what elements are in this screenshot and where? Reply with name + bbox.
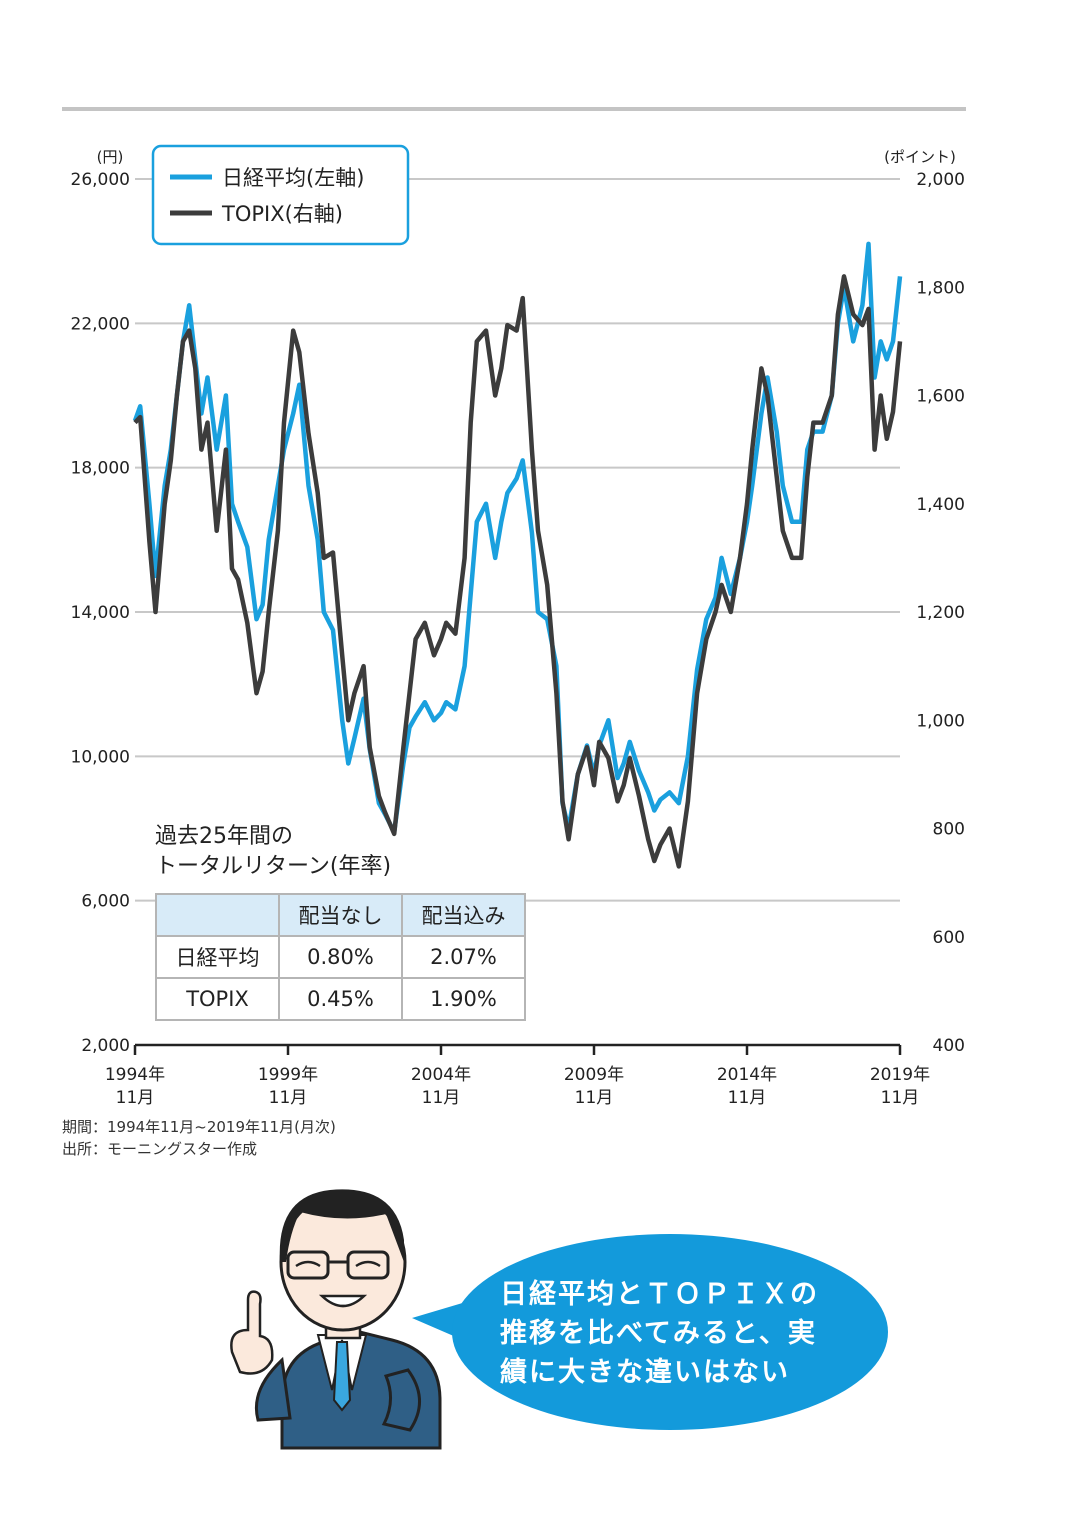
- period-note: 期間：1994年11月~2019年11月(月次): [62, 1116, 336, 1138]
- legend-box: [153, 146, 408, 244]
- right-tick-label: 1,600: [916, 387, 965, 407]
- table-header-row: 配当なし 配当込み: [156, 894, 525, 936]
- bubble-line3: 績に大きな違いはない: [500, 1353, 870, 1392]
- source-notes: 期間：1994年11月~2019年11月(月次) 出所：モーニングスター作成: [62, 1116, 336, 1160]
- table-header-with-dividend: 配当込み: [402, 894, 525, 936]
- row-label: TOPIX: [156, 978, 279, 1020]
- returns-table: 配当なし 配当込み 日経平均 0.80% 2.07% TOPIX 0.45% 1…: [155, 893, 526, 1021]
- left-tick-label: 18,000: [71, 459, 130, 479]
- row-label: 日経平均: [156, 936, 279, 978]
- left-tick-label: 22,000: [71, 314, 130, 334]
- x-axis: 1994年 11月 1999年 11月 2004年 11月 2009年 11月 2014年 11月…: [105, 1045, 930, 1108]
- legend-label-nikkei: 日経平均(左軸): [222, 166, 364, 190]
- x-tick-year: 1999年: [258, 1065, 318, 1085]
- returns-title-line2: トータルリターン(年率): [155, 852, 391, 882]
- table-header-blank: [156, 894, 279, 936]
- x-tick-month: 11月: [422, 1088, 461, 1108]
- cell-with-dividend: 1.90%: [402, 978, 525, 1020]
- left-axis-unit: (円): [97, 148, 124, 166]
- right-tick-label: 400: [933, 1036, 965, 1056]
- x-tick-month: 11月: [269, 1088, 308, 1108]
- right-tick-label: 2,000: [916, 170, 965, 190]
- left-tick-label: 10,000: [71, 747, 130, 767]
- x-tick-year: 2009年: [564, 1065, 624, 1085]
- returns-title: 過去25年間の トータルリターン(年率): [155, 822, 391, 882]
- cell-no-dividend: 0.45%: [279, 978, 402, 1020]
- x-tick-year: 2004年: [411, 1065, 471, 1085]
- table-header-no-dividend: 配当なし: [279, 894, 402, 936]
- legend: 日経平均(左軸) TOPIX(右軸): [153, 146, 408, 244]
- bubble-line2: 推移を比べてみると、実: [500, 1314, 870, 1353]
- series-lines: [135, 244, 900, 867]
- right-tick-label: 1,200: [916, 603, 965, 623]
- left-tick-label: 14,000: [71, 603, 130, 623]
- table-row: 日経平均 0.80% 2.07%: [156, 936, 525, 978]
- right-tick-label: 1,000: [916, 711, 965, 731]
- x-tick-month: 11月: [575, 1088, 614, 1108]
- x-tick-year: 2014年: [717, 1065, 777, 1085]
- x-tick-month: 11月: [881, 1088, 920, 1108]
- left-axis: 2,000 6,000 10,000 14,000 18,000 22,000 26,000: [71, 170, 130, 1056]
- right-tick-label: 800: [933, 820, 965, 840]
- cell-with-dividend: 2.07%: [402, 936, 525, 978]
- right-tick-label: 600: [933, 928, 965, 948]
- right-tick-label: 1,400: [916, 495, 965, 515]
- returns-title-line1: 過去25年間の: [155, 822, 391, 852]
- bubble-line1: 日経平均とＴＯＰＩＸの: [500, 1275, 870, 1314]
- legend-label-topix: TOPIX(右軸): [221, 202, 343, 226]
- businessman-illustration: [231, 1189, 440, 1448]
- left-tick-label: 26,000: [71, 170, 130, 190]
- origin-note: 出所：モーニングスター作成: [62, 1138, 336, 1160]
- x-tick-month: 11月: [116, 1088, 155, 1108]
- x-tick-month: 11月: [728, 1088, 767, 1108]
- right-tick-label: 1,800: [916, 278, 965, 298]
- table-row: TOPIX 0.45% 1.90%: [156, 978, 525, 1020]
- left-tick-label: 2,000: [81, 1036, 130, 1056]
- x-tick-year: 1994年: [105, 1065, 165, 1085]
- left-tick-label: 6,000: [81, 892, 130, 912]
- right-axis-unit: (ポイント): [884, 148, 956, 166]
- cell-no-dividend: 0.80%: [279, 936, 402, 978]
- right-axis: 400 600 800 1,000 1,200 1,400 1,600 1,800 2,000: [916, 170, 965, 1056]
- x-tick-year: 2019年: [870, 1065, 930, 1085]
- speech-bubble-text: 日経平均とＴＯＰＩＸの 推移を比べてみると、実 績に大きな違いはない: [500, 1275, 870, 1392]
